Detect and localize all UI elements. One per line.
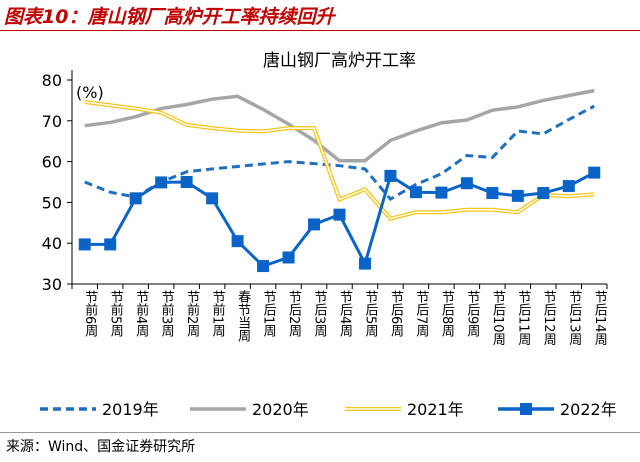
- data-point-2022: [257, 260, 270, 273]
- series-line-2021-inner: [84, 101, 595, 220]
- data-point-2022: [562, 180, 575, 193]
- x-tick-label: 节前5周: [108, 290, 124, 339]
- data-point-2022: [409, 186, 422, 199]
- data-point-2022: [384, 169, 397, 182]
- y-axis-unit: (%): [76, 83, 104, 102]
- x-tick-label: 节后11周: [515, 290, 531, 347]
- x-tick-label: 节后5周: [362, 290, 378, 339]
- y-tick-label: 30: [42, 275, 62, 294]
- x-tick-label: 节后9周: [464, 290, 480, 339]
- y-tick-label: 60: [42, 153, 62, 172]
- y-tick-label: 40: [42, 234, 62, 253]
- source-note: 来源：Wind、国金证券研究所: [6, 439, 196, 455]
- x-tick-label: 节前2周: [184, 290, 200, 339]
- legend-label: 2019年: [102, 400, 159, 419]
- x-tick-label: 节后2周: [286, 290, 302, 339]
- y-tick-label: 50: [42, 193, 62, 212]
- data-point-2022: [104, 238, 117, 251]
- data-point-2022: [358, 257, 371, 270]
- x-tick-label: 节后10周: [490, 290, 506, 347]
- data-point-2022: [180, 176, 193, 188]
- x-tick-label: 春节当周: [235, 290, 251, 343]
- x-tick-label: 节后1周: [261, 290, 277, 339]
- line-chart: 唐山钢厂高炉开工率 30 40 50 60 70 80 (%) 节前6周 节前5周 节前4周 节前3周…: [40, 50, 617, 419]
- data-point-2022: [511, 189, 524, 202]
- data-point-2022: [129, 192, 142, 205]
- data-point-2022: [231, 235, 244, 248]
- data-point-2022: [333, 208, 346, 221]
- data-point-2022: [460, 177, 473, 190]
- x-tick-label: 节后6周: [388, 290, 404, 339]
- footer-divider: [0, 432, 640, 433]
- legend-marker: [520, 403, 532, 415]
- y-tick-label: 70: [42, 112, 62, 131]
- series-line-2019: [84, 104, 595, 202]
- data-point-2022: [588, 166, 601, 179]
- x-tick-label: 节前1周: [210, 290, 226, 339]
- data-point-2022: [206, 192, 219, 205]
- x-tick-label: 节后4周: [337, 290, 353, 339]
- x-tick-label: 节后14周: [592, 290, 608, 347]
- data-point-2022: [486, 187, 499, 200]
- x-tick-label: 节后12周: [541, 290, 557, 347]
- y-tick-label: 80: [42, 71, 62, 90]
- series-line-2020: [84, 88, 595, 163]
- data-point-2022: [435, 186, 448, 199]
- x-tick-label: 节后7周: [413, 290, 429, 339]
- data-point-2022: [537, 187, 550, 200]
- data-point-2022: [78, 238, 91, 251]
- x-tick-label: 节后13周: [566, 290, 582, 347]
- x-tick-label: 节后3周: [312, 290, 328, 339]
- data-point-2022: [155, 176, 168, 189]
- data-point-2022: [282, 251, 295, 264]
- x-tick-label: 节前6周: [82, 290, 98, 339]
- chart-title: 唐山钢厂高炉开工率: [263, 50, 416, 71]
- legend-label: 2021年: [407, 400, 464, 419]
- legend-label: 2022年: [560, 400, 617, 419]
- legend-label: 2020年: [252, 400, 309, 419]
- figure-title: 图表10：唐山钢厂高炉开工率持续回升: [4, 6, 335, 28]
- x-tick-label: 节前3周: [159, 290, 175, 339]
- x-tick-label: 节前4周: [133, 290, 149, 339]
- data-point-2022: [308, 218, 321, 231]
- x-tick-label: 节后8周: [439, 290, 455, 339]
- title-divider: [0, 30, 640, 31]
